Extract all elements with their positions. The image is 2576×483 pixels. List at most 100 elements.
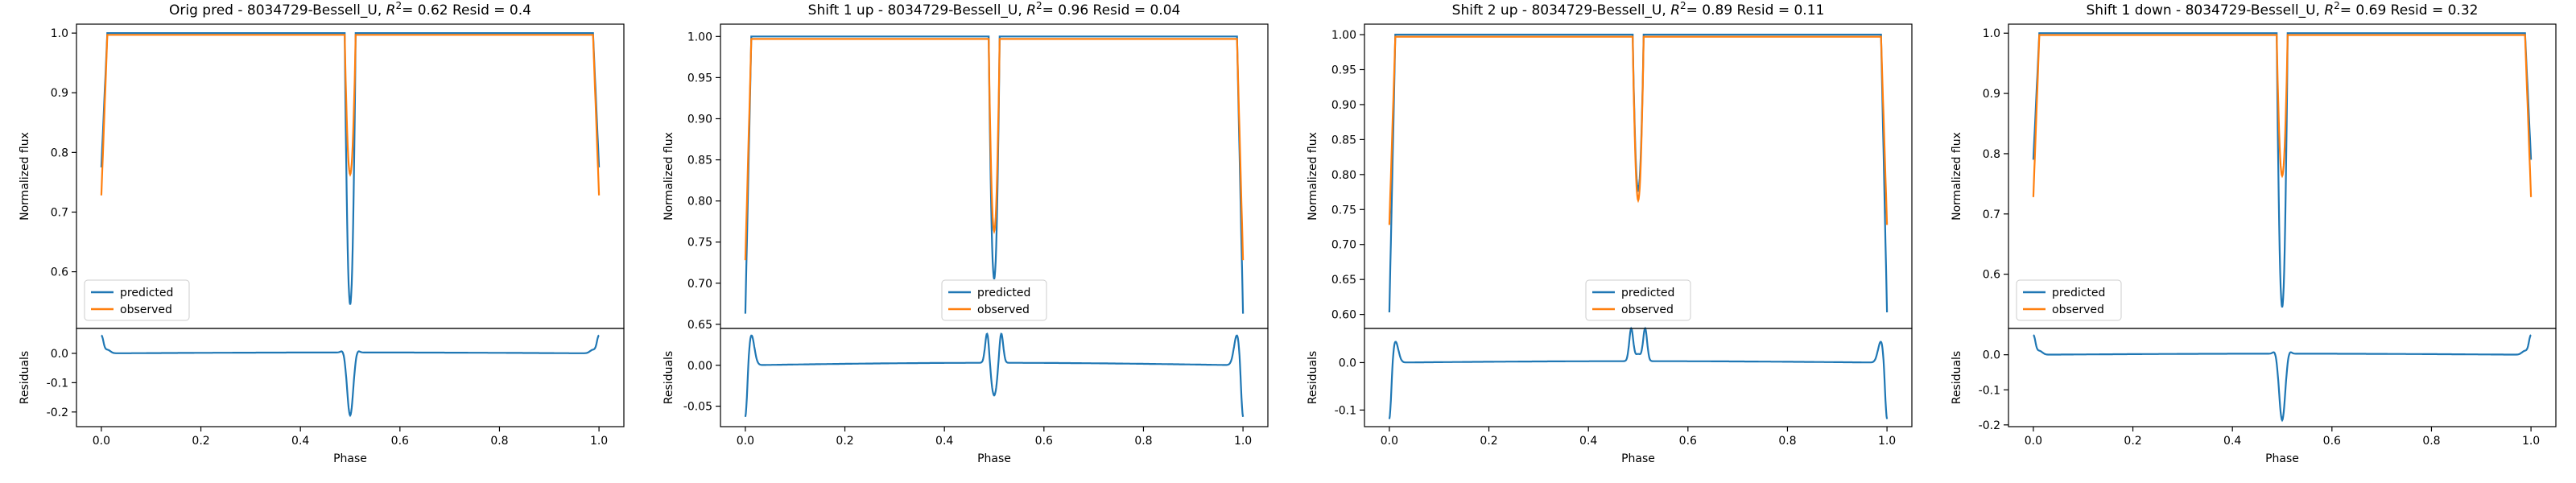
residual-line — [744, 332, 1245, 417]
observed-line — [744, 38, 1245, 261]
y-tick-label-top: 0.95 — [687, 72, 712, 85]
chart-title: Orig pred - 8034729-Bessell_U, R2= 0.62 … — [169, 0, 531, 19]
title-r-symbol: R — [1026, 2, 1036, 19]
y-tick-label-bottom: 0.00 — [687, 360, 712, 373]
x-axis-label: Phase — [1621, 452, 1655, 465]
y-tick-label-bottom: 0.0 — [1339, 357, 1356, 369]
subplot-3: Shift 2 up - 8034729-Bessell_U, R2= 0.89… — [1307, 0, 1913, 465]
y-tick-label-top: 1.0 — [1983, 27, 2000, 40]
x-tick-label: 0.2 — [836, 435, 853, 448]
legend-box — [941, 279, 1047, 321]
x-tick-label: 0.6 — [1035, 435, 1053, 448]
y-axis-label-bottom: Residuals — [1951, 351, 1963, 404]
y-tick-label-top: 0.80 — [1331, 169, 1356, 182]
x-tick-label: 0.6 — [391, 435, 409, 448]
title-metrics: = 0.62 Resid = 0.4 — [402, 2, 531, 19]
bottom-axes-frame — [720, 328, 1269, 427]
y-tick-label-top: 0.7 — [1983, 208, 2000, 221]
subplot-2: Shift 1 up - 8034729-Bessell_U, R2= 0.96… — [663, 0, 1269, 465]
x-tick-label: 0.8 — [2422, 435, 2440, 448]
title-superscript: 2 — [1680, 0, 1686, 11]
y-tick-label-top: 0.75 — [1331, 204, 1356, 217]
y-tick-label-top: 0.6 — [51, 266, 68, 279]
x-tick-label: 1.0 — [2522, 435, 2540, 448]
observed-line — [100, 34, 601, 196]
x-tick-label: 0.8 — [490, 435, 508, 448]
x-tick-label: 0.0 — [1381, 435, 1398, 448]
y-axis-label-top: Normalized flux — [663, 132, 675, 221]
title-metrics: = 0.96 Resid = 0.04 — [1042, 2, 1181, 19]
chart-title: Shift 1 up - 8034729-Bessell_U, R2= 0.96… — [808, 0, 1181, 19]
legend-label-observed: observed — [120, 303, 172, 316]
x-tick-label: 0.4 — [2223, 435, 2241, 448]
y-axis-label-top: Normalized flux — [1951, 132, 1963, 221]
legend-box — [2016, 279, 2122, 321]
title-superscript: 2 — [1036, 0, 1042, 11]
y-tick-label-top: 1.00 — [687, 31, 712, 43]
legend-label-observed: observed — [977, 303, 1030, 316]
y-tick-label-top: 0.65 — [1331, 274, 1356, 287]
title-text: Shift 2 up - 8034729-Bessell_U, — [1452, 2, 1671, 19]
y-tick-label-top: 0.6 — [1983, 269, 2000, 282]
residual-line — [101, 334, 600, 418]
x-tick-label: 0.6 — [1679, 435, 1697, 448]
x-tick-label: 0.2 — [2124, 435, 2141, 448]
y-tick-label-bottom: -0.2 — [1979, 419, 2000, 432]
y-tick-label-bottom: 0.0 — [1983, 349, 2000, 362]
residual-line — [1388, 326, 1889, 419]
predicted-line — [744, 35, 1245, 314]
bottom-axes-frame — [76, 328, 625, 427]
y-tick-label-top: 1.0 — [51, 27, 68, 40]
x-tick-label: 0.8 — [1134, 435, 1152, 448]
chart-title: Shift 1 down - 8034729-Bessell_U, R2= 0.… — [2087, 0, 2479, 19]
title-metrics: = 0.69 Resid = 0.32 — [2340, 2, 2479, 19]
legend-box — [1585, 279, 1691, 321]
y-tick-label-bottom: -0.2 — [47, 407, 68, 419]
subplot-4: Shift 1 down - 8034729-Bessell_U, R2= 0.… — [1951, 0, 2557, 465]
legend-label-observed: observed — [2052, 303, 2104, 316]
x-tick-label: 1.0 — [590, 435, 608, 448]
legend-label-predicted: predicted — [977, 287, 1030, 299]
x-tick-label: 0.0 — [93, 435, 110, 448]
x-tick-label: 0.4 — [291, 435, 309, 448]
x-tick-label: 0.2 — [192, 435, 209, 448]
y-tick-label-bottom: -0.1 — [1335, 404, 1356, 417]
y-tick-label-top: 0.9 — [1983, 88, 2000, 101]
legend: predicted observed — [941, 279, 1047, 321]
x-axis-label: Phase — [333, 452, 367, 465]
y-tick-label-top: 0.8 — [1983, 148, 2000, 161]
title-superscript: 2 — [2334, 0, 2340, 11]
y-tick-label-top: 0.7 — [51, 206, 68, 219]
legend-box — [84, 279, 190, 321]
y-tick-label-top: 0.90 — [687, 113, 712, 126]
legend-label-observed: observed — [1621, 303, 1674, 316]
x-tick-label: 0.4 — [1579, 435, 1597, 448]
title-r-symbol: R — [1670, 2, 1680, 19]
y-tick-label-top: 0.85 — [687, 155, 712, 167]
y-tick-label-top: 0.60 — [1331, 309, 1356, 322]
y-tick-label-top: 0.90 — [1331, 99, 1356, 112]
predicted-line — [1388, 33, 1889, 313]
y-axis-label-bottom: Residuals — [19, 351, 31, 404]
x-tick-label: 0.0 — [2025, 435, 2042, 448]
observed-line — [1388, 35, 1889, 225]
x-tick-label: 0.4 — [935, 435, 953, 448]
legend-label-predicted: predicted — [2052, 287, 2105, 299]
y-tick-label-bottom: 0.0 — [51, 348, 68, 361]
y-tick-label-top: 0.70 — [1331, 239, 1356, 252]
subplot-1: Orig pred - 8034729-Bessell_U, R2= 0.62 … — [19, 0, 625, 465]
y-axis-label-top: Normalized flux — [19, 132, 31, 221]
x-axis-label: Phase — [977, 452, 1011, 465]
x-tick-label: 1.0 — [1878, 435, 1896, 448]
y-tick-label-top: 0.65 — [687, 319, 712, 332]
legend-label-predicted: predicted — [120, 287, 173, 299]
y-tick-label-top: 0.85 — [1331, 134, 1356, 147]
x-tick-label: 0.8 — [1778, 435, 1796, 448]
y-tick-label-bottom: -0.1 — [1979, 384, 2000, 397]
y-tick-label-top: 0.75 — [687, 237, 712, 250]
legend-label-predicted: predicted — [1621, 287, 1674, 299]
residual-line — [2033, 334, 2532, 423]
title-metrics: = 0.89 Resid = 0.11 — [1686, 2, 1825, 19]
y-tick-label-top: 0.70 — [687, 278, 712, 291]
